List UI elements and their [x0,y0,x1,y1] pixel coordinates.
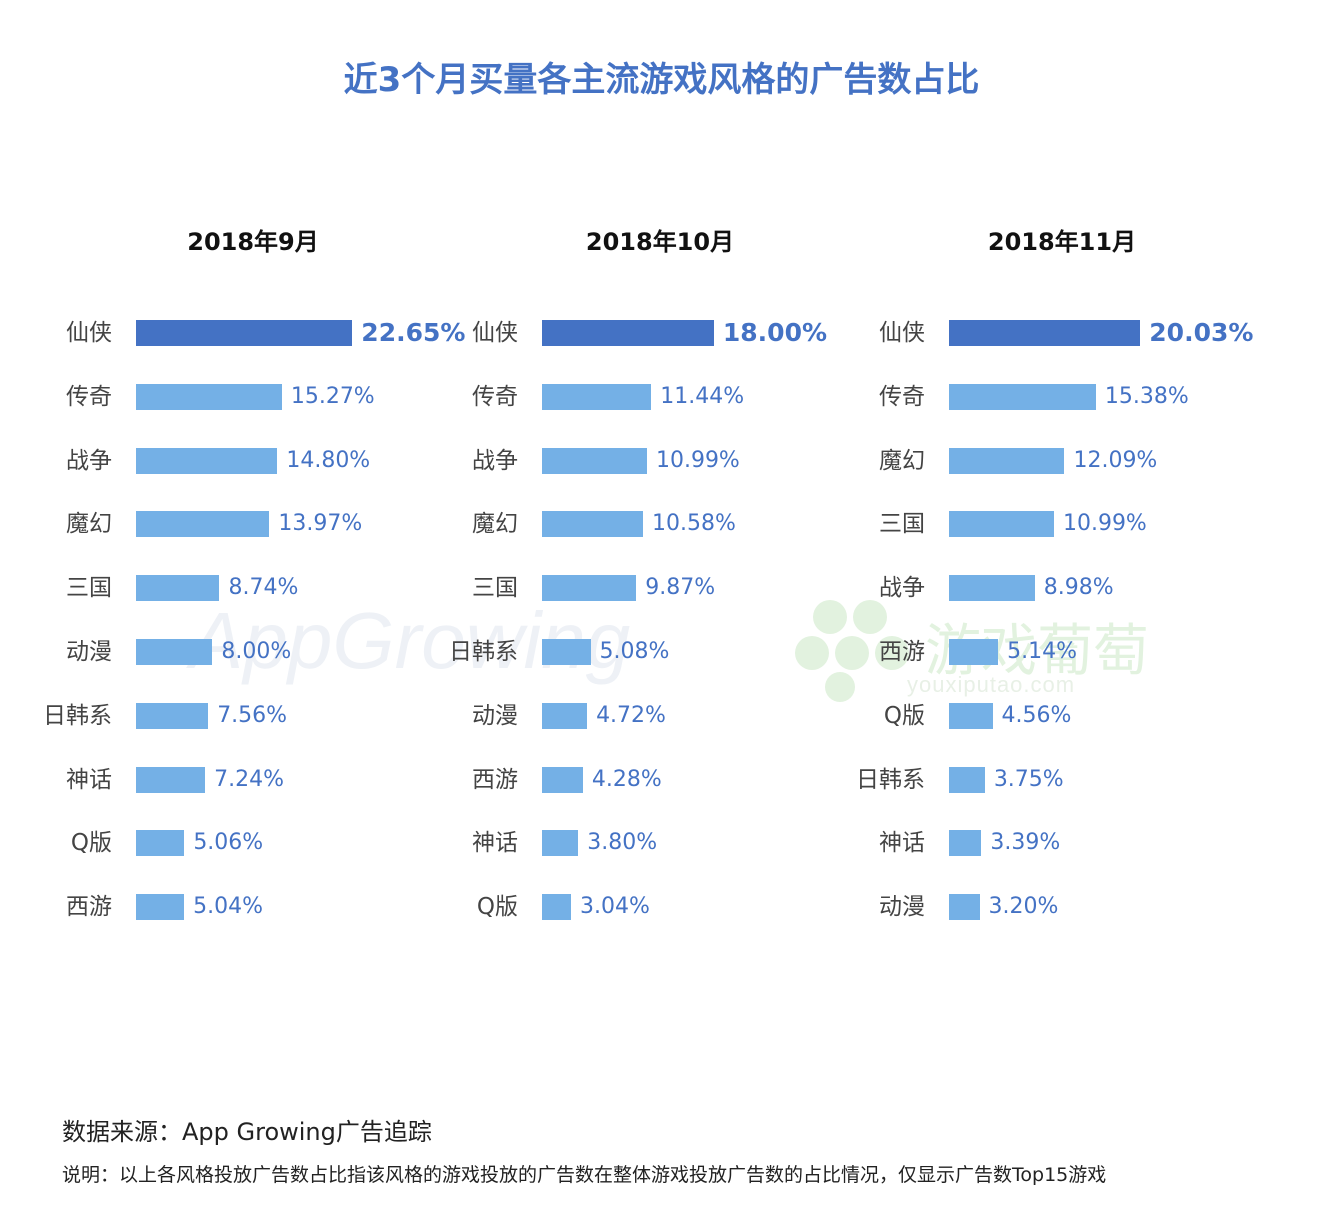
bar [542,639,591,665]
data-label: 13.97% [278,511,363,537]
category-label: 三国 [879,511,925,538]
data-label: 10.99% [1062,511,1147,537]
bar [136,702,209,729]
data-label: 11.44% [660,383,745,409]
category-label: 动漫 [879,894,925,921]
category-label: 西游 [472,766,518,793]
bar [136,447,278,474]
category-label: Q版 [883,702,925,729]
category-label: 魔幻 [66,511,112,538]
data-label: 8.00% [221,639,292,664]
bar-chart-1: 2018年9月仙侠 22.65% 传奇 15.27% 战争 14.80% 魔幻 13.97% 三… [43,228,466,921]
bar [542,320,714,346]
bar [542,894,572,921]
data-label: 4.72% [596,702,666,728]
bar [136,639,213,665]
bar [136,320,353,346]
chart-panel-title: 2018年11月 [987,228,1137,256]
bar [542,830,579,857]
category-label: 战争 [66,447,112,474]
category-label: 传奇 [879,383,925,410]
data-label: 4.28% [591,766,662,792]
data-label: 5.08% [599,639,670,664]
data-label: 3.39% [990,830,1061,856]
category-label: 神话 [66,766,112,793]
bar [949,894,980,921]
bar [542,766,583,793]
bar [949,383,1096,410]
category-label: 战争 [879,575,925,602]
footnote: 说明：以上各风格投放广告数占比指该风格的游戏投放的广告数在整体游戏投放广告数的占… [62,1164,1107,1186]
category-label: 传奇 [472,383,518,410]
data-label: 8.74% [228,575,299,601]
data-label: 3.20% [988,894,1059,920]
bar [542,511,644,538]
category-label: 三国 [66,575,112,602]
data-label: 5.06% [193,830,264,856]
category-label: 战争 [472,447,518,474]
category-label: Q版 [476,894,518,921]
data-label: 5.04% [193,894,264,920]
chart-title: 近3个月买量各主流游戏风格的广告数占比 [343,60,980,100]
category-label: 日韩系 [856,766,925,793]
category-label: 动漫 [472,702,518,729]
bar [949,575,1035,602]
data-label: 7.56% [217,702,288,728]
bar [136,383,282,410]
bar [949,511,1054,538]
bar [949,766,985,793]
bar [542,383,652,410]
category-label: 仙侠 [472,320,518,346]
category-label: 动漫 [66,639,112,665]
category-label: 三国 [472,575,518,602]
data-label: 20.03% [1149,318,1254,347]
bar [542,702,588,729]
data-label: 15.27% [290,383,375,409]
category-label: Q版 [70,830,112,857]
bar [136,894,185,921]
data-label: 5.14% [1007,639,1077,664]
bar [136,575,220,602]
data-label: 7.24% [214,766,285,792]
data-label: 8.98% [1043,575,1114,601]
category-label: 魔幻 [879,447,925,474]
bar [542,447,647,474]
data-label: 3.04% [580,894,650,920]
category-label: 神话 [472,830,518,857]
data-label: 15.38% [1104,383,1189,409]
data-label: 4.56% [1001,702,1072,728]
chart-panel-title: 2018年9月 [187,228,319,256]
category-label: 日韩系 [449,639,518,665]
data-label: 3.80% [587,830,658,856]
bar [136,766,206,793]
bar-chart-3: 2018年11月仙侠 20.03% 传奇 15.38% 魔幻 12.09% 三国 10.99%… [856,228,1254,921]
bar-chart-2: 2018年10月仙侠 18.00% 传奇 11.44% 战争 10.99% 魔幻 10.58%… [449,228,828,921]
category-label: 仙侠 [66,320,112,346]
data-source: 数据来源：App Growing广告追踪 [62,1118,432,1146]
category-label: 仙侠 [879,320,925,346]
data-label: 12.09% [1073,447,1158,473]
bar [949,320,1141,346]
category-label: 传奇 [66,383,112,410]
bar [136,830,185,857]
category-label: 魔幻 [472,511,518,538]
category-label: 西游 [66,894,112,921]
bar [949,702,993,729]
data-label: 18.00% [722,318,828,347]
category-label: 日韩系 [43,702,112,729]
data-label: 10.58% [652,511,736,537]
chart-panel-title: 2018年10月 [585,228,735,256]
bar [949,830,982,857]
bar [136,511,270,538]
bar [949,447,1065,474]
data-label: 9.87% [645,575,716,601]
data-label: 14.80% [286,447,371,473]
data-label: 22.65% [361,318,466,347]
category-label: 西游 [879,639,925,665]
bar [949,639,999,665]
data-label: 10.99% [655,447,740,473]
bar [542,575,637,602]
data-label: 3.75% [993,766,1064,792]
category-label: 神话 [879,830,925,857]
